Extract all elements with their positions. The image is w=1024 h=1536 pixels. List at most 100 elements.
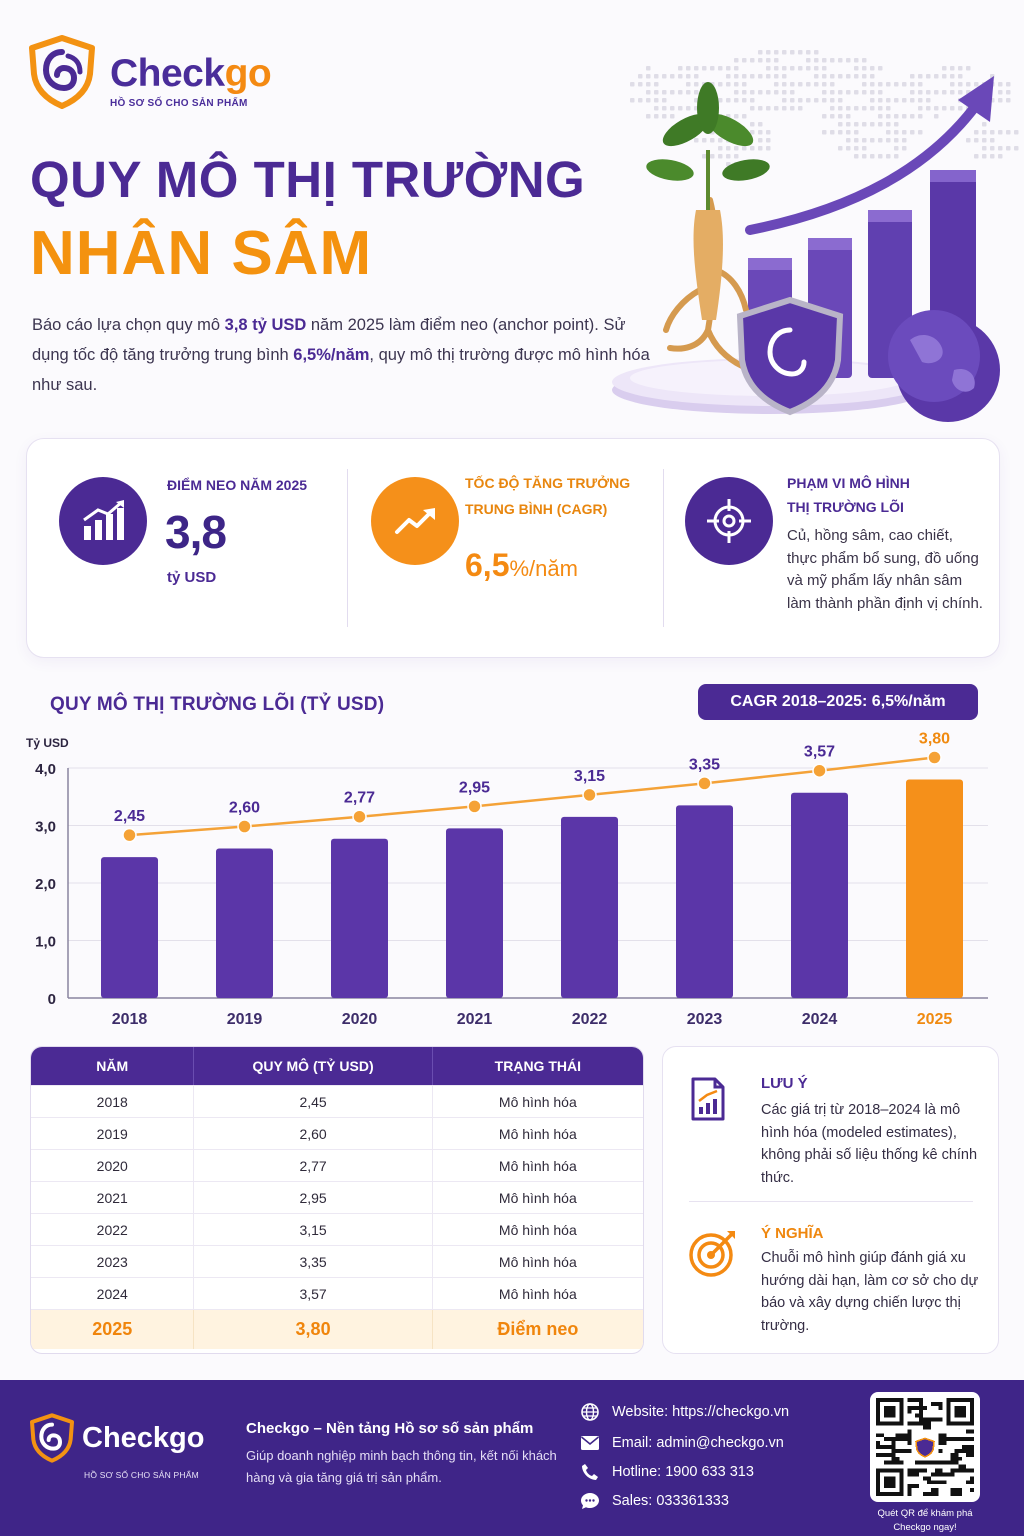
trending-up-icon bbox=[371, 477, 459, 565]
col-header-size: QUY MÔ (TỶ USD) bbox=[194, 1047, 433, 1085]
data-label: 3,15 bbox=[574, 768, 605, 785]
trend-point bbox=[122, 827, 137, 843]
hero-illustration bbox=[612, 50, 1019, 422]
data-label: 2,95 bbox=[459, 779, 490, 796]
page-title-line2: NHÂN SÂM bbox=[30, 219, 373, 288]
x-tick-label: 2023 bbox=[687, 1011, 723, 1028]
data-label: 3,35 bbox=[689, 756, 720, 773]
table-row: 2022 3,15 Mô hình hóa bbox=[31, 1213, 643, 1245]
bar-2022 bbox=[561, 816, 618, 998]
x-tick-label: 2022 bbox=[572, 1011, 608, 1028]
anchor-unit: tỷ USD bbox=[167, 569, 217, 586]
document-chart-icon bbox=[691, 1077, 725, 1121]
bar-2023 bbox=[676, 805, 733, 998]
data-label: 2,60 bbox=[229, 800, 260, 817]
table-row-anchor: 2025 3,80 Điểm neo bbox=[31, 1309, 643, 1349]
trend-point bbox=[352, 809, 367, 824]
x-tick-label: 2020 bbox=[342, 1011, 378, 1028]
data-label: 3,80 bbox=[919, 731, 950, 748]
table-header: NĂM QUY MÔ (TỶ USD) TRẠNG THÁI bbox=[31, 1047, 643, 1085]
anchor-value: 3,8 bbox=[165, 506, 227, 558]
cagr-label-line1: TỐC ĐỘ TĂNG TRƯỞNG bbox=[465, 475, 631, 491]
scope-label-line1: PHẠM VI MÔ HÌNH bbox=[787, 475, 910, 491]
qr-caption: Quét QR để khám phá Checkgo ngay! bbox=[877, 1508, 973, 1533]
trend-point bbox=[927, 750, 942, 765]
footer-hotline[interactable]: Hotline: 1900 633 313 bbox=[580, 1462, 754, 1482]
trend-point bbox=[812, 763, 827, 778]
y-tick-label: 3,0 bbox=[35, 819, 56, 836]
table-row: 2019 2,60 Mô hình hóa bbox=[31, 1117, 643, 1149]
qr-code[interactable] bbox=[870, 1392, 980, 1502]
mail-icon bbox=[580, 1433, 600, 1453]
footer-sales[interactable]: Sales: 033361333 bbox=[580, 1491, 729, 1511]
table-row: 2021 2,95 Mô hình hóa bbox=[31, 1181, 643, 1213]
chat-icon bbox=[580, 1491, 600, 1511]
cagr-value: 6,5%/năm bbox=[465, 547, 578, 583]
data-label: 3,57 bbox=[804, 744, 835, 761]
data-label: 2,45 bbox=[114, 808, 145, 825]
bar-2019 bbox=[216, 848, 273, 998]
footer-logo-icon[interactable] bbox=[28, 1412, 76, 1464]
globe-icon bbox=[580, 1402, 600, 1422]
scope-description: Củ, hồng sâm, cao chiết, thực phẩm bổ su… bbox=[787, 527, 983, 612]
bar-2025 bbox=[906, 779, 963, 998]
y-tick-label: 0 bbox=[48, 991, 56, 1008]
shield-badge-icon bbox=[736, 296, 844, 416]
y-tick-label: 4,0 bbox=[35, 761, 56, 778]
globe-icon bbox=[888, 310, 1000, 422]
trend-point bbox=[582, 787, 597, 803]
y-axis-label: Tỷ USD bbox=[26, 736, 69, 750]
x-tick-label: 2024 bbox=[802, 1011, 838, 1028]
trend-line bbox=[129, 756, 935, 837]
x-tick-label: 2019 bbox=[227, 1011, 263, 1028]
x-tick-label: 2025 bbox=[917, 1011, 953, 1028]
key-stats-card: ĐIỂM NEO NĂM 2025 3,8 tỷ USD TỐC ĐỘ TĂNG… bbox=[26, 438, 1000, 658]
target-crosshair-icon bbox=[685, 477, 773, 565]
footer-description: Giúp doanh nghiệp minh bạch thông tin, k… bbox=[246, 1448, 557, 1485]
notes-card: LƯU Ý Các giá trị từ 2018–2024 là mô hìn… bbox=[662, 1046, 999, 1354]
note-text: Các giá trị từ 2018–2024 là mô hình hóa … bbox=[761, 1102, 978, 1186]
phone-icon bbox=[580, 1462, 600, 1482]
y-tick-label: 2,0 bbox=[35, 876, 56, 893]
anchor-label: ĐIỂM NEO NĂM 2025 bbox=[167, 477, 308, 493]
footer bbox=[0, 1380, 1024, 1536]
trend-point bbox=[697, 776, 712, 791]
scope-label-line2: THỊ TRƯỜNG LÕI bbox=[787, 499, 904, 515]
data-label: 2,77 bbox=[344, 790, 375, 807]
table-row: 2020 2,77 Mô hình hóa bbox=[31, 1149, 643, 1181]
bar-2018 bbox=[101, 857, 158, 998]
note-title: LƯU Ý bbox=[761, 1075, 808, 1092]
x-tick-label: 2021 bbox=[457, 1011, 493, 1028]
trend-point bbox=[237, 819, 252, 834]
table-row: 2018 2,45 Mô hình hóa bbox=[31, 1085, 643, 1117]
footer-email[interactable]: Email: admin@checkgo.vn bbox=[580, 1433, 784, 1453]
x-tick-label: 2018 bbox=[112, 1011, 148, 1028]
trend-point bbox=[467, 799, 482, 814]
footer-brand-name: Checkgo bbox=[82, 1422, 205, 1454]
meaning-title: Ý NGHĨA bbox=[761, 1225, 824, 1242]
chart-title: QUY MÔ THỊ TRƯỜNG LÕI (TỶ USD) bbox=[50, 694, 385, 715]
cagr-label-line2: TRUNG BÌNH (CAGR) bbox=[465, 501, 608, 517]
intro-paragraph: Báo cáo lựa chọn quy mô 3,8 tỷ USD năm 2… bbox=[32, 316, 650, 394]
page-title-line1: QUY MÔ THỊ TRƯỜNG bbox=[30, 151, 586, 208]
table-row: 2023 3,35 Mô hình hóa bbox=[31, 1245, 643, 1277]
brand-name: Checkgo bbox=[110, 52, 272, 95]
world-map-icon bbox=[630, 50, 1019, 167]
qr-code-icon bbox=[876, 1398, 974, 1496]
brand-tagline: HỒ SƠ SỐ CHO SẢN PHẨM bbox=[110, 98, 248, 109]
bar-2024 bbox=[791, 792, 848, 998]
y-tick-label: 1,0 bbox=[35, 934, 56, 951]
footer-brand-tagline: HỒ SƠ SỐ CHO SẢN PHẨM bbox=[84, 1470, 199, 1480]
bar-2020 bbox=[331, 838, 388, 998]
market-size-chart: Tỷ USD 0 1,0 2,0 3,0 4,0 2018 2,45 2019 2,60 202… bbox=[26, 731, 988, 1028]
trend-arrow-icon bbox=[745, 76, 994, 235]
col-header-year: NĂM bbox=[31, 1047, 195, 1085]
col-header-status: TRẠNG THÁI bbox=[494, 1058, 581, 1074]
target-arrow-icon bbox=[689, 1231, 735, 1277]
brand-logo[interactable]: Checkgo HỒ SƠ SỐ CHO SẢN PHẨM bbox=[26, 30, 326, 114]
table-row: 2024 3,57 Mô hình hóa bbox=[31, 1277, 643, 1309]
cagr-badge: CAGR 2018–2025: 6,5%/năm bbox=[698, 684, 978, 720]
shield-logo-icon bbox=[29, 35, 95, 109]
footer-website[interactable]: Website: https://checkgo.vn bbox=[580, 1402, 789, 1422]
data-table: NĂM QUY MÔ (TỶ USD) TRẠNG THÁI 2018 2,45 M… bbox=[30, 1046, 644, 1354]
